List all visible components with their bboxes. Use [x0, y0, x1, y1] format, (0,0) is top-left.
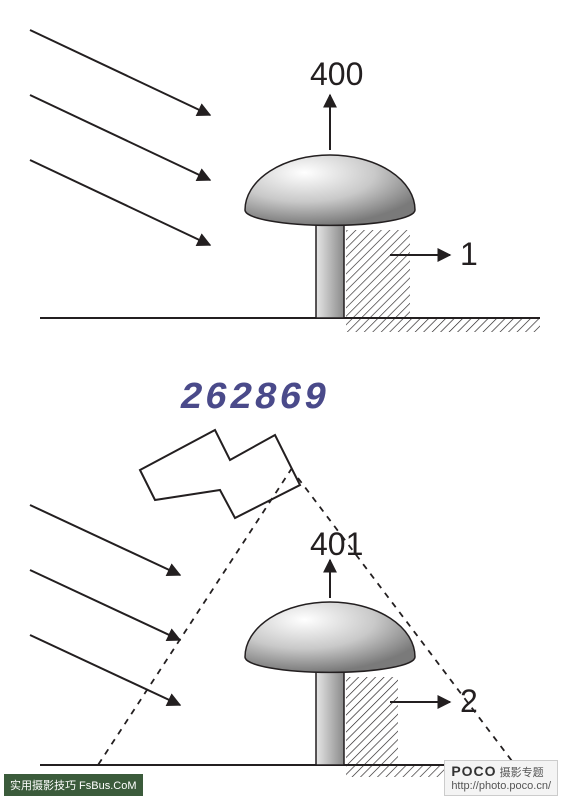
label-400: 400	[310, 56, 363, 92]
poco-brand: POCO	[451, 763, 496, 779]
flash-unit	[140, 430, 300, 518]
poco-sub: 摄影专题	[500, 767, 544, 779]
watermark-code: 262869	[180, 377, 329, 420]
label-2: 2	[460, 683, 478, 719]
poco-url: http://photo.poco.cn/	[451, 780, 551, 793]
poco-watermark: POCO 摄影专题 http://photo.poco.cn/	[444, 760, 558, 796]
label-401: 401	[310, 526, 363, 562]
diagram-canvas: 400 1 401 2 262869	[0, 0, 562, 800]
label-1: 1	[460, 236, 478, 272]
top-panel: 400 1	[30, 30, 540, 332]
bottom-panel: 401 2	[30, 430, 540, 777]
fsbus-watermark: 实用摄影技巧 FsBus.CoM	[4, 774, 143, 796]
